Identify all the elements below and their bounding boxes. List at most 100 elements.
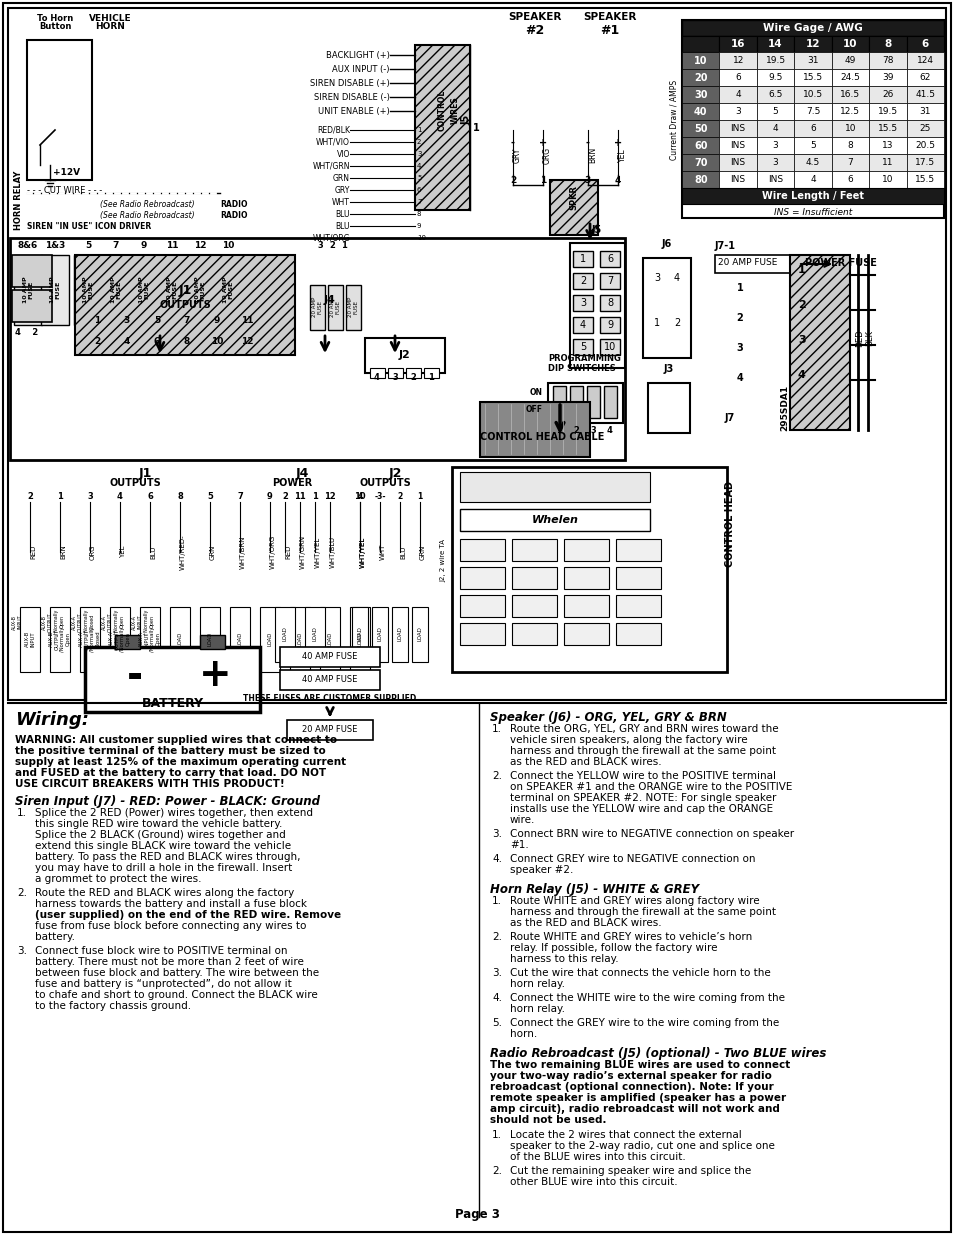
- Text: 3: 3: [772, 158, 778, 167]
- Bar: [681, 36, 719, 52]
- Bar: [905, 154, 943, 170]
- Bar: [412, 606, 428, 662]
- Bar: [352, 606, 368, 662]
- Bar: [479, 403, 589, 457]
- Text: 4: 4: [614, 177, 620, 185]
- Text: 3: 3: [392, 373, 397, 382]
- Text: 6: 6: [846, 175, 852, 184]
- Circle shape: [86, 309, 108, 331]
- Text: Route WHITE and GREY wires along factory wire: Route WHITE and GREY wires along factory…: [510, 897, 759, 906]
- Text: 12: 12: [193, 241, 206, 249]
- Bar: [831, 86, 868, 103]
- Bar: [756, 103, 794, 120]
- Bar: [681, 20, 943, 219]
- Circle shape: [175, 330, 198, 352]
- Circle shape: [235, 330, 257, 352]
- Text: PROGRAMMING: PROGRAMMING: [547, 354, 620, 363]
- Circle shape: [12, 295, 18, 301]
- Text: INS: INS: [730, 141, 745, 149]
- Circle shape: [645, 267, 667, 289]
- Bar: [616, 567, 660, 589]
- Text: supply at least 125% of the maximum operating current: supply at least 125% of the maximum oper…: [15, 757, 346, 767]
- Circle shape: [458, 475, 469, 487]
- Bar: [200, 635, 225, 650]
- Circle shape: [672, 416, 682, 426]
- Text: 11: 11: [882, 158, 893, 167]
- Bar: [75, 254, 294, 354]
- Text: AUX-B
OUTPUT
/Normally
Open: AUX-B OUTPUT /Normally Open: [49, 626, 71, 652]
- Text: J4: J4: [295, 467, 309, 480]
- Circle shape: [672, 388, 682, 398]
- Bar: [794, 137, 831, 154]
- Text: 25: 25: [919, 124, 930, 133]
- Text: 1: 1: [93, 315, 100, 325]
- Text: OUTPUTS: OUTPUTS: [109, 478, 161, 488]
- Bar: [681, 52, 719, 69]
- Bar: [586, 387, 599, 417]
- Text: 9.5: 9.5: [767, 73, 782, 82]
- Text: 4: 4: [374, 373, 379, 382]
- Bar: [681, 103, 719, 120]
- Text: J4: J4: [324, 295, 335, 305]
- Bar: [681, 120, 719, 137]
- Text: installs use the YELLOW wire and cap the ORANGE: installs use the YELLOW wire and cap the…: [510, 804, 772, 814]
- Text: USE CIRCUIT BREAKERS WITH THIS PRODUCT!: USE CIRCUIT BREAKERS WITH THIS PRODUCT!: [15, 779, 284, 789]
- Text: 4: 4: [357, 492, 362, 501]
- Text: 49: 49: [843, 56, 855, 65]
- Text: Route the RED and BLACK wires along the factory: Route the RED and BLACK wires along the …: [35, 888, 294, 898]
- Text: 1.: 1.: [17, 808, 27, 818]
- Bar: [74, 254, 102, 325]
- Text: remote speaker is amplified (speaker has a power: remote speaker is amplified (speaker has…: [490, 1093, 785, 1103]
- Text: horn.: horn.: [510, 1029, 537, 1039]
- Bar: [794, 120, 831, 137]
- Text: GRY: GRY: [335, 185, 350, 194]
- Bar: [905, 137, 943, 154]
- Text: 11: 11: [166, 241, 178, 249]
- Text: LOAD: LOAD: [357, 632, 362, 646]
- Text: 1.: 1.: [492, 1130, 501, 1140]
- Text: 2: 2: [93, 336, 100, 346]
- Text: 10: 10: [603, 342, 616, 352]
- Bar: [756, 154, 794, 170]
- Text: 16: 16: [730, 40, 744, 49]
- Bar: [130, 254, 158, 325]
- Text: horn relay.: horn relay.: [510, 1004, 564, 1014]
- Circle shape: [645, 312, 667, 333]
- Text: battery. To pass the RED and BLACK wires through,: battery. To pass the RED and BLACK wires…: [35, 852, 300, 862]
- Bar: [868, 120, 905, 137]
- Text: Wiring:: Wiring:: [15, 711, 89, 729]
- Bar: [553, 387, 565, 417]
- Text: #1.: #1.: [510, 840, 528, 850]
- Text: 6: 6: [147, 492, 152, 501]
- Text: SPEAKER: SPEAKER: [582, 12, 636, 22]
- Text: 1: 1: [57, 492, 63, 501]
- Text: 1: 1: [341, 241, 347, 249]
- Bar: [794, 36, 831, 52]
- Bar: [459, 567, 504, 589]
- Circle shape: [206, 330, 228, 352]
- Bar: [573, 273, 593, 289]
- Bar: [573, 251, 593, 267]
- Text: speaker #2.: speaker #2.: [510, 864, 573, 876]
- Bar: [756, 170, 794, 188]
- Bar: [831, 52, 868, 69]
- Text: 1: 1: [653, 317, 659, 329]
- Text: 3: 3: [584, 177, 591, 185]
- Text: HORN: HORN: [95, 22, 125, 31]
- Text: Route the ORG, YEL, GRY and BRN wires toward the: Route the ORG, YEL, GRY and BRN wires to…: [510, 724, 778, 734]
- Text: 4.: 4.: [492, 853, 501, 864]
- Text: this single RED wire toward the vehicle battery.: this single RED wire toward the vehicle …: [35, 819, 282, 829]
- Text: 26: 26: [882, 90, 893, 99]
- Text: LOAD: LOAD: [297, 632, 302, 646]
- Text: Route WHITE and GREY wires to vehicle’s horn: Route WHITE and GREY wires to vehicle’s …: [510, 932, 752, 942]
- Bar: [616, 538, 660, 561]
- Text: 10: 10: [211, 336, 223, 346]
- Bar: [80, 606, 100, 672]
- Text: BLU: BLU: [335, 210, 350, 219]
- Text: 5: 5: [85, 241, 91, 249]
- Bar: [260, 606, 280, 672]
- Text: RED: RED: [855, 330, 863, 347]
- Text: LOAD: LOAD: [282, 626, 287, 641]
- Text: 7: 7: [416, 199, 421, 205]
- Bar: [756, 86, 794, 103]
